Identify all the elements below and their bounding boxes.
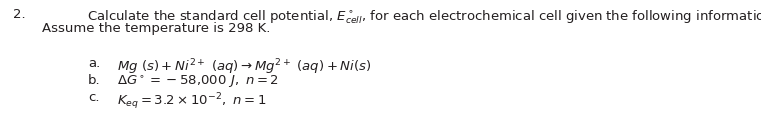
Text: c.: c. xyxy=(88,91,100,104)
Text: $\mathit{Mg}\ \mathit{(s)} + \mathit{Ni}^{2+}\ \mathit{(aq)} \rightarrow \mathit: $\mathit{Mg}\ \mathit{(s)} + \mathit{Ni}… xyxy=(117,57,371,77)
Text: $\mathit{K}_{\mathit{eq}} = 3.2 \times 10^{-2},\ \mathit{n} = 1$: $\mathit{K}_{\mathit{eq}} = 3.2 \times 1… xyxy=(117,91,266,112)
Text: a.: a. xyxy=(88,57,100,70)
Text: $\Delta \mathit{G}^\circ = -58{,}000\ \mathit{J},\ \mathit{n} = 2$: $\Delta \mathit{G}^\circ = -58{,}000\ \m… xyxy=(117,74,279,90)
Text: Calculate the standard cell potential, $\mathit{E}^\circ_{\mathit{cell}}$, for e: Calculate the standard cell potential, $… xyxy=(87,8,761,26)
Text: 2.: 2. xyxy=(13,8,26,21)
Text: Assume the temperature is 298 K.: Assume the temperature is 298 K. xyxy=(42,22,270,35)
Text: b.: b. xyxy=(88,74,100,87)
